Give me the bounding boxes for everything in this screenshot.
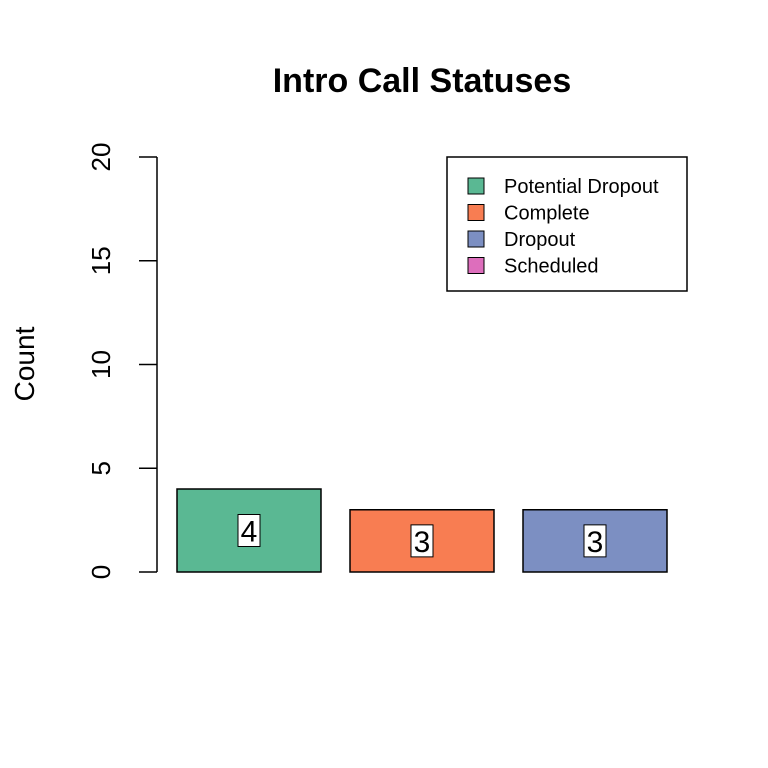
y-axis: 0 5 10 15 20 [86,143,158,579]
data-label: 4 [241,516,258,549]
y-tick-label: 5 [86,461,116,475]
y-tick-label: 0 [86,565,116,579]
data-labels: 4 3 3 [237,514,607,559]
legend-swatch [467,204,485,221]
data-label-box [410,524,434,558]
data-label: 3 [414,526,431,559]
legend: Potential Dropout Complete Dropout Schedule… [446,156,688,292]
y-tick-label: 15 [86,246,116,275]
data-label-box [583,524,607,558]
data-label: 3 [587,526,604,559]
data-label-box [237,514,261,547]
y-tick-label: 20 [86,143,116,172]
bars [176,488,668,573]
y-tick-label: 10 [86,350,116,379]
legend-swatch [467,230,485,248]
legend-label: Potential Dropout [504,176,659,198]
chart-title: Intro Call Statuses [273,62,572,100]
bar [176,488,322,573]
y-axis-label: Count [9,326,40,401]
legend-box [446,156,688,292]
legend-swatch [467,257,485,274]
legend-label: Scheduled [504,256,599,278]
legend-swatch [467,177,485,195]
legend-label: Complete [504,203,590,225]
legend-label: Dropout [504,229,576,251]
